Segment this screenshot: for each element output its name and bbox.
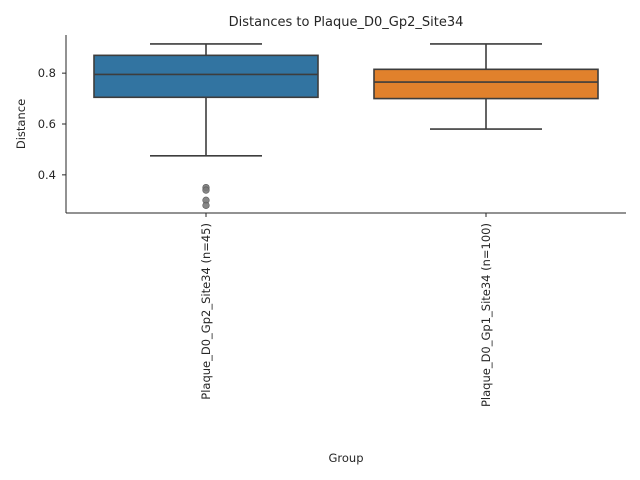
box-iqr bbox=[373, 68, 599, 100]
box-group bbox=[373, 43, 599, 130]
x-tick-label: Plaque_D0_Gp2_Site34 (n=45) bbox=[199, 223, 213, 400]
y-axis: 0.4 0.6 0.8 bbox=[38, 35, 67, 213]
box-group bbox=[93, 43, 319, 209]
chart-title: Distances to Plaque_D0_Gp2_Site34 bbox=[229, 15, 464, 30]
y-tick-label: 0.8 bbox=[38, 66, 56, 80]
y-axis-label: Distance bbox=[14, 99, 28, 149]
x-axis-label: Group bbox=[328, 451, 363, 465]
x-ticks-layer: Plaque_D0_Gp2_Site34 (n=45) Plaque_D0_Gp1… bbox=[199, 213, 493, 407]
box-iqr bbox=[93, 54, 319, 99]
boxes-layer bbox=[93, 43, 599, 209]
x-tick-label: Plaque_D0_Gp1_Site34 (n=100) bbox=[479, 223, 493, 407]
outlier-point bbox=[202, 186, 210, 194]
y-tick-label: 0.6 bbox=[38, 117, 56, 131]
outlier-point bbox=[202, 201, 210, 209]
y-tick-label: 0.4 bbox=[38, 168, 56, 182]
